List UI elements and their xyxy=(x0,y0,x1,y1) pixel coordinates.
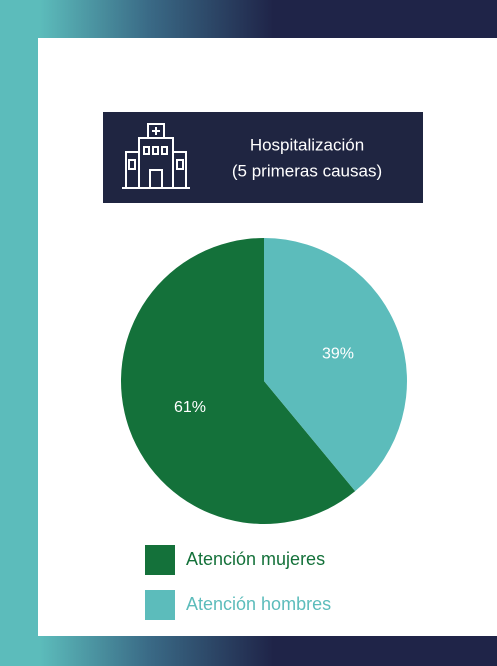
legend-swatch xyxy=(145,545,175,575)
hospital-icon xyxy=(122,123,190,189)
legend-label: Atención mujeres xyxy=(186,549,325,569)
pie-slice xyxy=(121,238,356,524)
chart-subtitle: (5 primeras causas) xyxy=(232,161,382,180)
legend-label: Atención hombres xyxy=(186,594,331,614)
chart-title: Hospitalización xyxy=(250,135,364,154)
header-box xyxy=(103,112,423,203)
legend-swatch xyxy=(145,590,175,620)
data-label: 61% xyxy=(174,399,206,416)
data-label: 39% xyxy=(322,346,354,363)
pie-slice xyxy=(264,238,408,492)
